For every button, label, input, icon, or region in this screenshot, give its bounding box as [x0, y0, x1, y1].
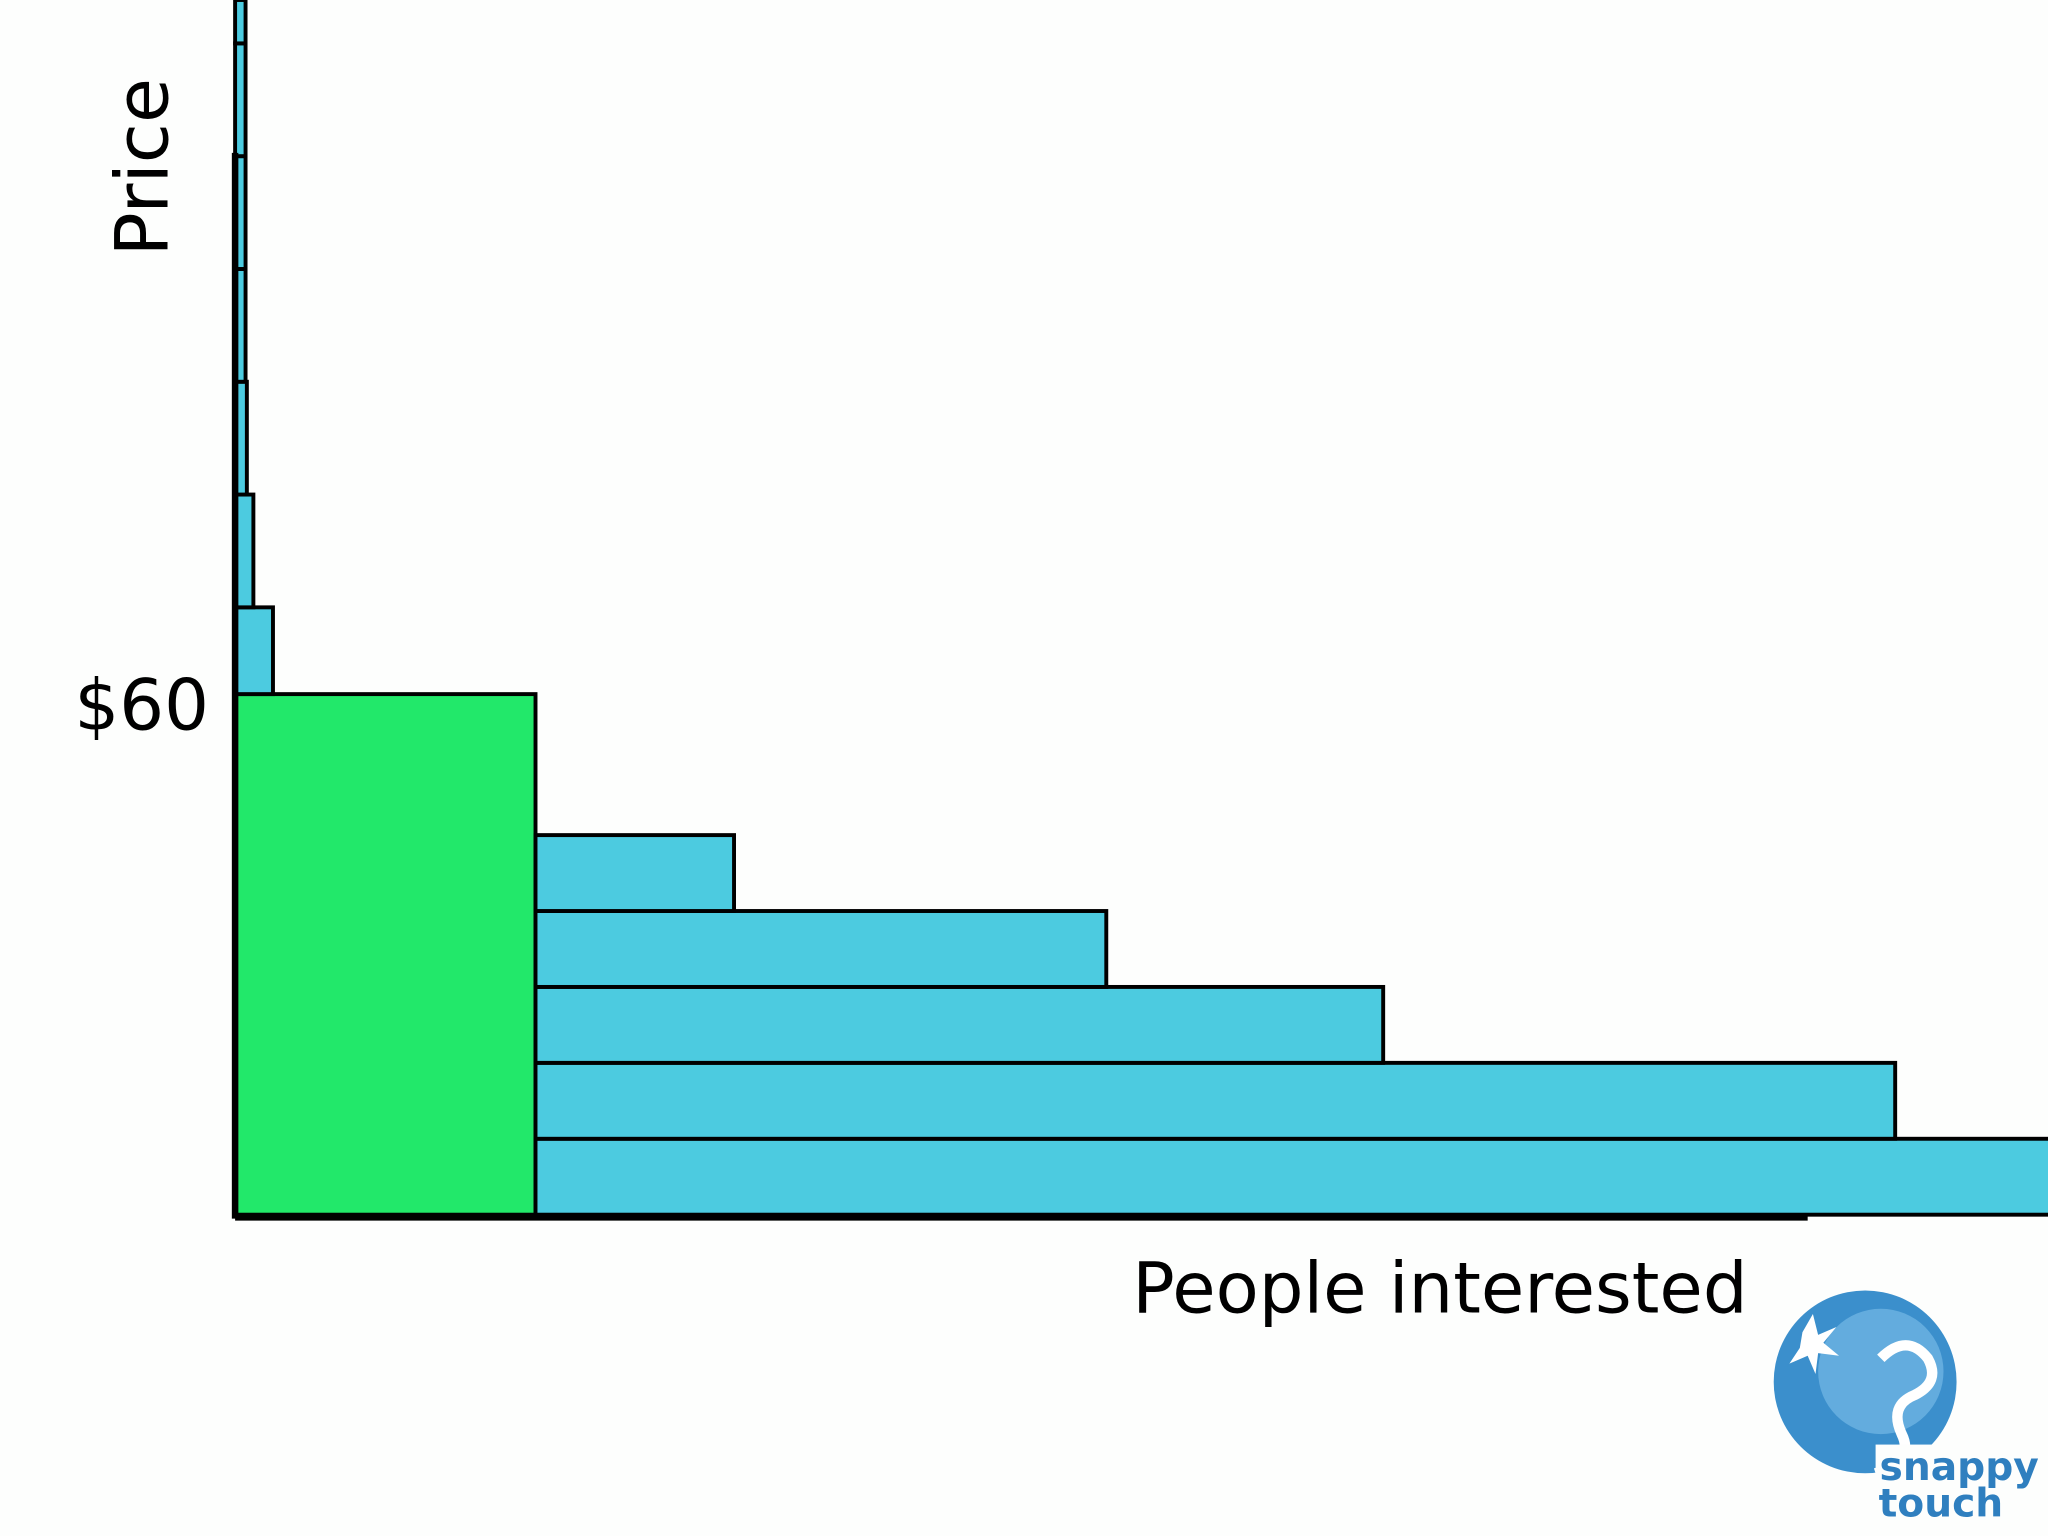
logo-star [1789, 1313, 1840, 1375]
bar [233, 0, 248, 46]
logo-text: snappy [1880, 1445, 2039, 1490]
logo-text-bg [1875, 1444, 2041, 1526]
bar [533, 1136, 2048, 1217]
y-tick-label: $60 [74, 664, 209, 746]
x-axis-label: People interested [1132, 1248, 1747, 1330]
logo-text: touch [1879, 1481, 2004, 1526]
y-axis-label: Price [101, 78, 186, 256]
bar [533, 1060, 1898, 1141]
bar [233, 605, 275, 697]
bar [533, 909, 1109, 989]
logo-wave [1818, 1308, 1944, 1435]
bar [533, 984, 1386, 1065]
plot: $60 [74, 0, 2048, 1221]
bar [533, 833, 736, 913]
bar [233, 41, 248, 159]
logo: snappy touch [1773, 1290, 2041, 1526]
bar [233, 692, 538, 1217]
